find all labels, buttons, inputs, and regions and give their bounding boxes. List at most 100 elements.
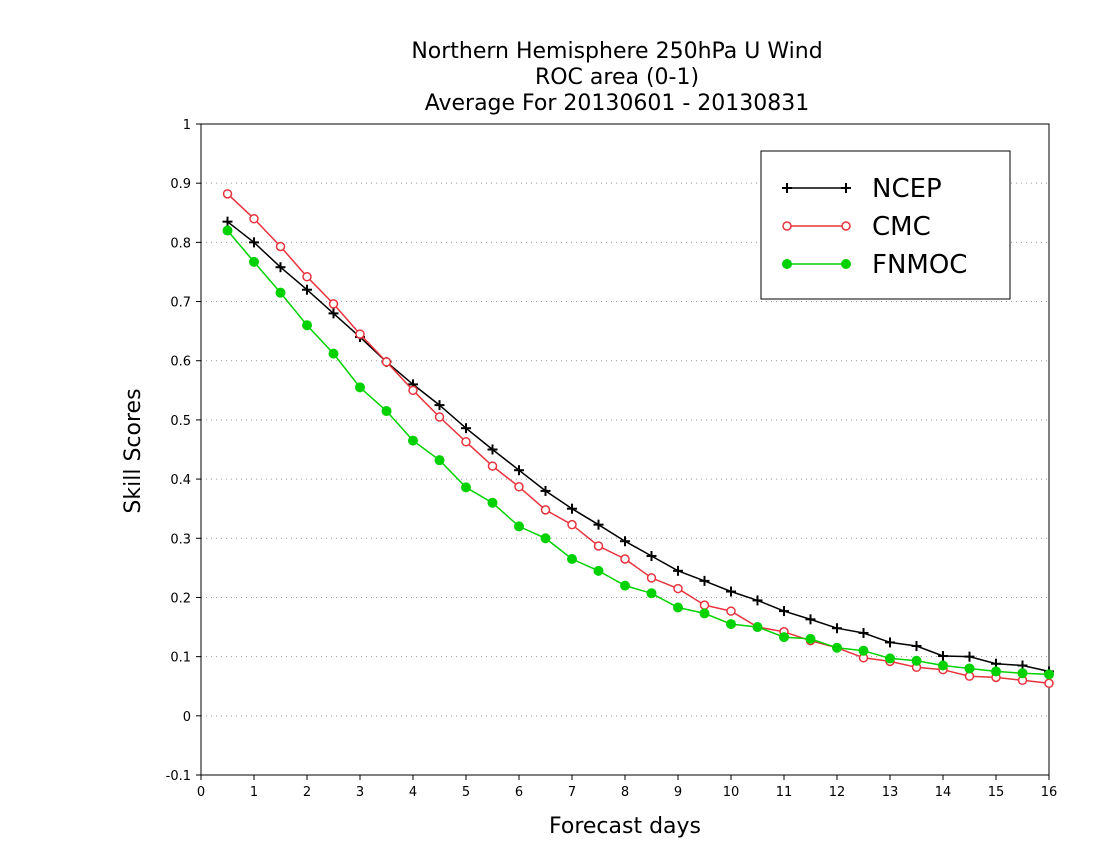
point-fnmoc (726, 619, 736, 630)
point-ncep (222, 216, 233, 227)
point-fnmoc (487, 497, 498, 508)
x-tick-label: 1 (250, 785, 258, 800)
point-fnmoc (699, 608, 710, 619)
y-tick-label: 0.1 (170, 651, 191, 666)
point-fnmoc (646, 588, 657, 599)
y-tick-label: 0.2 (170, 591, 191, 606)
point-ncep (328, 308, 339, 319)
point-ncep (885, 637, 895, 648)
point-fnmoc (964, 663, 975, 674)
point-fnmoc (1044, 669, 1054, 680)
y-tick-label: 0.6 (170, 355, 191, 370)
point-fnmoc (567, 553, 577, 564)
legend-item-cmc: CMC (782, 212, 931, 242)
x-axis: 0 1 2 3 4 5 6 7 8 9 10 11 12 13 14 15 16 (197, 775, 1057, 800)
point-fnmoc (858, 645, 869, 656)
legend-label-fnmoc: FNMOC (872, 250, 967, 280)
title-line-3: Average For 20130601 - 20130831 (425, 91, 810, 116)
x-tick-label: 9 (674, 785, 682, 800)
point-cmc (328, 299, 339, 309)
point-fnmoc (779, 632, 789, 643)
point-fnmoc (673, 602, 683, 613)
point-ncep (911, 640, 922, 651)
point-fnmoc (885, 653, 895, 664)
point-cmc (726, 606, 736, 616)
point-ncep (434, 400, 445, 411)
y-tick-label: 0.9 (170, 177, 191, 192)
y-tick-label: 0.4 (170, 473, 191, 488)
y-tick-label: 0.7 (170, 296, 191, 311)
x-tick-label: 8 (621, 785, 629, 800)
point-ncep (620, 536, 630, 547)
y-tick-label: 0.5 (170, 414, 191, 429)
legend-marker-cmc (782, 221, 792, 231)
point-fnmoc (302, 320, 312, 331)
title-line-2: ROC area (0-1) (535, 65, 699, 90)
point-cmc (381, 357, 392, 367)
point-fnmoc (355, 382, 365, 393)
legend-marker-ncep (841, 183, 851, 193)
y-tick-label: 0.8 (170, 236, 191, 251)
point-ncep (646, 551, 657, 562)
point-fnmoc (620, 580, 630, 591)
legend-marker-fnmoc (782, 259, 792, 269)
x-tick-label: 3 (356, 785, 364, 800)
x-tick-label: 0 (197, 785, 205, 800)
point-fnmoc (540, 533, 551, 544)
x-tick-label: 15 (988, 785, 1005, 800)
x-tick-label: 10 (723, 785, 740, 800)
point-fnmoc (328, 348, 339, 359)
point-fnmoc (991, 666, 1001, 677)
point-ncep (275, 262, 286, 273)
y-axis-label: Skill Scores (121, 388, 146, 513)
point-ncep (302, 284, 312, 295)
point-fnmoc (275, 287, 286, 298)
x-tick-label: 5 (462, 785, 470, 800)
point-fnmoc (249, 256, 259, 267)
point-ncep (858, 627, 869, 638)
point-ncep (567, 503, 577, 514)
legend-label-ncep: NCEP (872, 174, 942, 204)
x-tick-label: 4 (409, 785, 417, 800)
point-ncep (593, 519, 604, 530)
series-layer (222, 189, 1054, 689)
point-cmc (487, 461, 498, 471)
point-ncep (487, 444, 498, 455)
point-cmc (540, 505, 551, 515)
point-ncep (461, 423, 471, 434)
x-tick-label: 13 (882, 785, 899, 800)
point-ncep (699, 575, 710, 586)
point-fnmoc (381, 406, 392, 417)
legend-marker-fnmoc (841, 259, 851, 269)
point-cmc (434, 412, 445, 422)
point-ncep (779, 606, 789, 617)
point-cmc (275, 241, 286, 252)
point-fnmoc (752, 622, 763, 633)
point-cmc (355, 329, 365, 339)
x-tick-label: 6 (515, 785, 523, 800)
legend-label-cmc: CMC (872, 212, 931, 242)
point-fnmoc (805, 633, 816, 644)
point-fnmoc (1017, 668, 1028, 679)
point-cmc (567, 519, 577, 530)
y-axis: -0.1 0 0.1 0.2 0.3 0.4 0.5 0.6 0.7 0.8 0.9 1 (166, 118, 201, 784)
x-axis-label: Forecast days (549, 814, 701, 839)
x-tick-label: 7 (568, 785, 576, 800)
point-fnmoc (408, 435, 418, 446)
point-cmc (1044, 678, 1054, 689)
point-cmc (222, 189, 233, 199)
point-ncep (805, 614, 816, 625)
point-fnmoc (461, 482, 471, 493)
point-cmc (461, 437, 471, 447)
point-ncep (673, 565, 683, 576)
point-cmc (673, 583, 683, 594)
point-ncep (752, 595, 763, 606)
point-ncep (964, 651, 975, 662)
point-cmc (249, 213, 259, 224)
x-tick-label: 16 (1041, 785, 1058, 800)
point-cmc (302, 271, 312, 282)
point-fnmoc (514, 521, 524, 532)
point-fnmoc (938, 660, 948, 671)
